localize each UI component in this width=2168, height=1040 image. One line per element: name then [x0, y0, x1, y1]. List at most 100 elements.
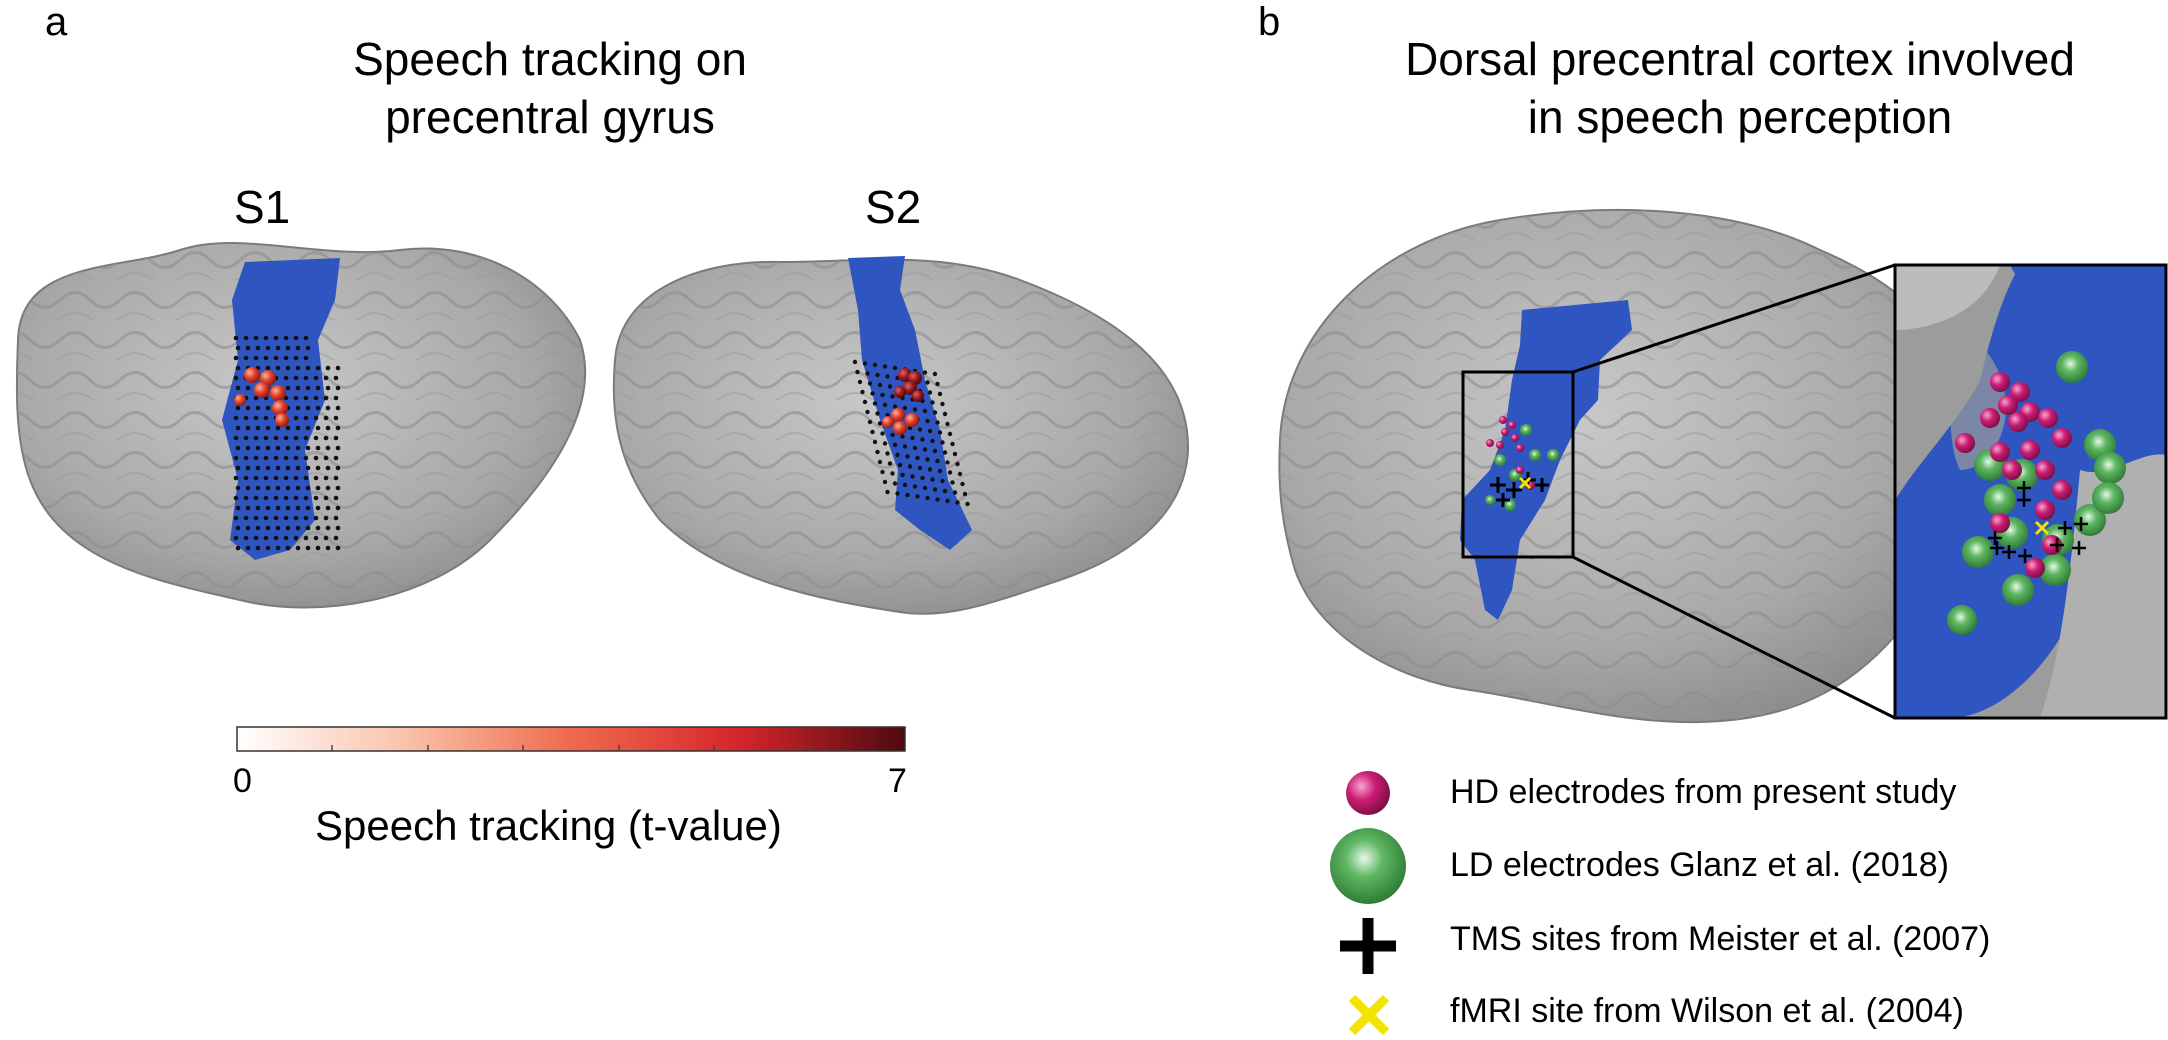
grid-electrode	[865, 371, 870, 376]
grid-electrode	[293, 535, 299, 541]
grid-electrode	[285, 505, 291, 511]
grid-electrode	[892, 365, 898, 371]
grid-electrode	[915, 455, 920, 461]
grid-electrode	[265, 425, 271, 431]
grid-electrode	[965, 501, 970, 507]
grid-electrode	[313, 535, 319, 541]
grid-electrode	[253, 535, 259, 541]
grid-electrode	[235, 405, 241, 411]
grid-electrode	[233, 495, 239, 501]
grid-electrode	[245, 485, 251, 491]
grid-electrode	[235, 485, 241, 491]
grid-electrode	[323, 375, 329, 381]
grid-electrode	[947, 470, 953, 475]
grid-electrode	[335, 405, 341, 411]
grid-electrode	[932, 448, 938, 454]
grid-electrode	[293, 475, 299, 481]
grid-electrode	[960, 481, 965, 487]
grid-electrode	[243, 455, 249, 461]
grid-electrode	[233, 455, 239, 461]
grid-electrode	[245, 545, 251, 551]
grid-electrode	[303, 455, 309, 461]
panel-b-letter: b	[1258, 0, 1281, 44]
grid-electrode	[882, 441, 888, 446]
grid-electrode	[243, 435, 249, 441]
grid-electrode	[905, 492, 910, 498]
grid-electrode	[275, 545, 281, 551]
grid-electrode	[920, 437, 925, 442]
grid-electrode	[263, 495, 269, 501]
grid-electrode	[293, 375, 299, 381]
grid-electrode	[323, 535, 329, 541]
grid-electrode	[910, 474, 915, 479]
grid-electrode	[935, 381, 940, 387]
grid-electrode	[882, 402, 888, 408]
grid-electrode	[927, 390, 933, 395]
grid-electrode	[323, 495, 329, 501]
grid-electrode	[285, 385, 291, 391]
grid-electrode	[283, 335, 289, 341]
grid-electrode	[940, 478, 945, 484]
grid-electrode	[233, 375, 239, 381]
grid-electrode	[875, 411, 880, 416]
legend-label-fmri: fMRI site from Wilson et al. (2004)	[1450, 992, 1964, 1030]
grid-electrode	[273, 455, 279, 461]
grid-electrode	[233, 355, 239, 361]
grid-electrode	[275, 345, 281, 351]
grid-electrode	[243, 335, 249, 341]
grid-electrode	[907, 464, 913, 469]
grid-electrode	[890, 471, 895, 476]
grid-electrode	[867, 419, 873, 425]
grid-electrode	[952, 490, 958, 495]
grid-electrode	[265, 485, 271, 491]
grid-electrode	[315, 465, 321, 471]
grid-electrode	[925, 380, 930, 385]
grid-electrode	[872, 439, 878, 445]
grid-electrode	[275, 525, 281, 531]
grid-electrode	[235, 525, 241, 531]
panel-a-letter: a	[45, 0, 68, 44]
grid-electrode	[263, 535, 269, 541]
grid-electrode	[295, 505, 301, 511]
grid-electrode	[305, 365, 311, 371]
grid-electrode	[937, 391, 943, 397]
grid-electrode	[877, 421, 883, 426]
grid-electrode	[872, 362, 878, 368]
legend-label-hd: HD electrodes from present study	[1450, 773, 1957, 811]
grid-electrode	[295, 445, 301, 451]
grid-electrode	[937, 430, 943, 435]
grid-electrode	[890, 432, 895, 438]
grid-electrode	[877, 459, 883, 465]
grid-electrode	[275, 465, 281, 471]
grid-electrode	[313, 375, 319, 381]
grid-electrode	[945, 498, 950, 504]
grid-electrode	[305, 545, 311, 551]
grid-electrode	[335, 485, 341, 491]
speech-tracking-electrodes-s1	[234, 367, 289, 427]
grid-electrode	[875, 449, 880, 455]
legend-icon-hd	[1346, 771, 1390, 815]
grid-electrode	[275, 505, 281, 511]
grid-electrode	[930, 477, 935, 482]
grid-electrode	[912, 484, 918, 489]
grid-electrode	[852, 359, 858, 365]
grid-electrode	[235, 545, 241, 551]
grid-electrode	[253, 515, 259, 521]
grid-electrode	[315, 405, 321, 411]
grid-electrode	[283, 455, 289, 461]
grid-electrode	[295, 465, 301, 471]
brain-panel-b	[1278, 209, 1960, 724]
grid-electrode	[285, 525, 291, 531]
grid-electrode	[932, 487, 938, 492]
grid-electrode	[315, 505, 321, 511]
grid-electrode	[285, 545, 291, 551]
grid-electrode	[315, 485, 321, 491]
grid-electrode	[315, 525, 321, 531]
grid-electrode	[293, 355, 299, 361]
grid-electrode	[315, 545, 321, 551]
zoom-region-box	[1461, 370, 1575, 559]
grid-electrode	[323, 475, 329, 481]
grid-electrode	[935, 420, 940, 425]
grid-electrode	[323, 395, 329, 401]
grid-electrode	[263, 475, 269, 481]
